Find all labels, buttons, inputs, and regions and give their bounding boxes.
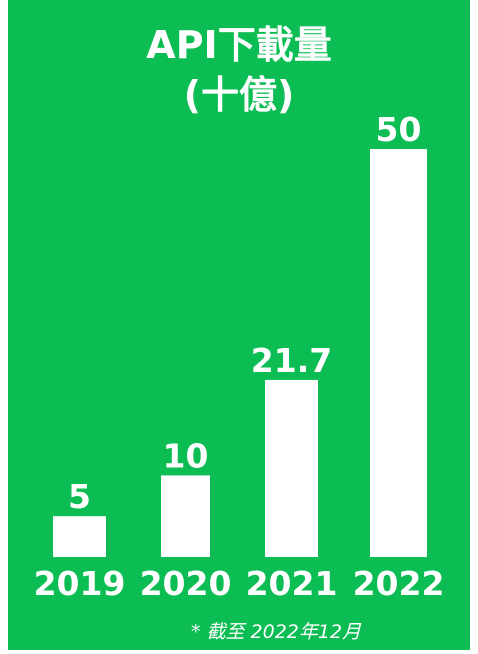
footnote: * 截至 2022年12月 [191, 621, 362, 643]
x-tick-label-2020: 2020 [140, 564, 232, 603]
value-label-2020: 10 [163, 436, 209, 475]
bar-2020 [161, 475, 210, 557]
x-tick-label-2021: 2021 [246, 564, 338, 603]
bars-group [53, 149, 427, 557]
value-labels-group: 5 10 21.7 50 [68, 110, 421, 516]
value-label-2022: 50 [376, 110, 422, 149]
x-tick-label-2019: 2019 [34, 564, 126, 603]
chart-title-line-1: API下載量 [146, 23, 331, 67]
x-tick-label-2022: 2022 [353, 564, 445, 603]
bar-2019 [53, 516, 106, 557]
bar-2021 [265, 379, 318, 557]
x-tick-labels-group: 2019 2020 2021 2022 [34, 564, 445, 603]
bar-2022 [370, 149, 427, 557]
value-label-2021: 21.7 [251, 341, 332, 380]
value-label-2019: 5 [68, 477, 91, 516]
chart-title-line-2: (十億) [184, 73, 295, 117]
